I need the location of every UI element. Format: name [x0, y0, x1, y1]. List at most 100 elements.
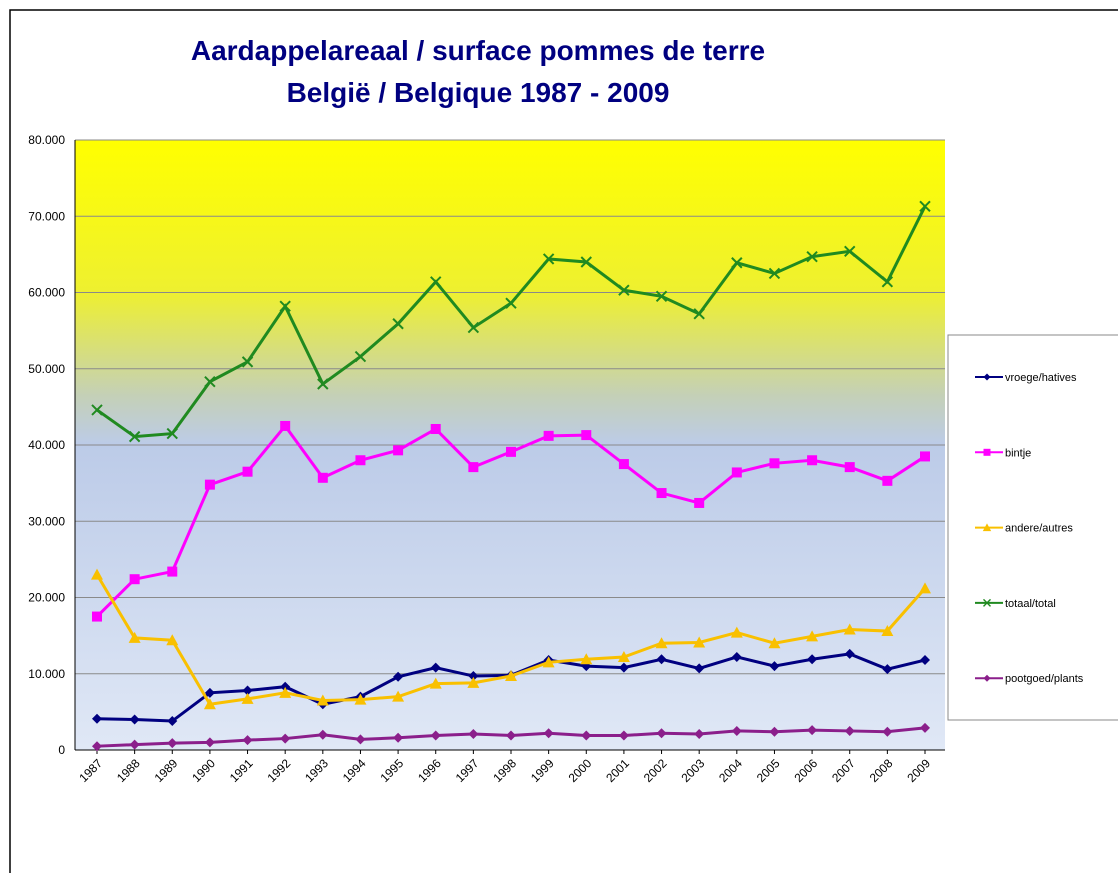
marker [468, 671, 479, 682]
marker [92, 741, 102, 752]
marker [919, 200, 931, 213]
legend-label: totaal/total [1005, 598, 1056, 610]
y-tick-label: 80.000 [28, 133, 65, 147]
marker [844, 725, 855, 736]
marker [618, 730, 629, 741]
marker [581, 430, 592, 441]
series-layer [91, 200, 931, 752]
legend-label: pootgoed/plants [1005, 673, 1084, 685]
marker [881, 625, 894, 637]
marker [204, 737, 215, 748]
legend-marker [983, 448, 991, 456]
series [92, 722, 930, 752]
marker [241, 356, 254, 368]
marker [355, 734, 366, 745]
marker [807, 455, 818, 466]
marker [204, 479, 215, 490]
marker [694, 497, 705, 508]
marker [806, 630, 819, 642]
y-tick-label: 10.000 [28, 667, 65, 681]
marker [618, 459, 629, 470]
marker [429, 677, 442, 689]
marker [882, 726, 893, 737]
marker [542, 656, 555, 668]
marker [844, 245, 856, 258]
y-tick-label: 50.000 [28, 362, 65, 376]
marker [506, 446, 516, 457]
marker [129, 574, 140, 585]
marker [92, 611, 102, 622]
marker [204, 687, 215, 698]
marker [807, 654, 818, 665]
marker [730, 626, 743, 638]
legend-marker [983, 598, 991, 607]
marker [656, 488, 667, 499]
marker [430, 276, 442, 288]
marker [392, 690, 405, 702]
marker [242, 466, 253, 477]
marker [882, 664, 893, 675]
marker [430, 730, 441, 741]
legend-label: andere/autres [1005, 523, 1073, 535]
marker [731, 651, 742, 662]
marker [280, 681, 291, 692]
marker [354, 350, 367, 363]
marker [393, 671, 404, 682]
marker [355, 455, 366, 466]
marker [542, 253, 555, 265]
marker [468, 462, 479, 473]
marker [393, 732, 404, 743]
marker [204, 376, 216, 388]
legend-label: vroege/hatives [1005, 372, 1077, 384]
marker [768, 267, 781, 280]
marker [844, 648, 855, 659]
marker [279, 686, 292, 698]
legend-marker [982, 523, 992, 532]
marker [731, 257, 743, 269]
marker [129, 739, 140, 750]
marker [656, 654, 667, 665]
marker [543, 430, 554, 441]
y-tick-label: 60.000 [28, 286, 65, 300]
marker [317, 472, 328, 483]
marker [505, 297, 517, 309]
legend-marker [983, 674, 991, 682]
marker [128, 631, 141, 643]
y-tick-label: 0 [58, 743, 65, 757]
marker [241, 692, 254, 704]
series [92, 420, 930, 622]
marker [91, 568, 103, 580]
series [91, 568, 931, 710]
y-tick-label: 30.000 [28, 514, 65, 528]
marker [844, 462, 855, 473]
marker [881, 276, 894, 288]
marker [129, 714, 140, 725]
marker [920, 655, 930, 666]
legend-items: vroege/hatives bintje andere/autres totaal/… [975, 372, 1084, 685]
marker [506, 730, 516, 741]
marker [693, 308, 705, 320]
marker [167, 738, 178, 749]
marker [467, 321, 480, 334]
marker [731, 467, 742, 478]
marker [91, 404, 103, 416]
marker [392, 318, 404, 330]
marker [807, 725, 818, 736]
marker [731, 725, 742, 736]
marker [581, 730, 592, 741]
marker [618, 284, 630, 296]
marker [279, 300, 291, 312]
marker [655, 637, 668, 649]
marker [468, 728, 479, 739]
marker [167, 716, 178, 727]
marker [694, 663, 705, 674]
marker [505, 670, 517, 682]
marker [580, 653, 593, 665]
marker [806, 250, 818, 263]
marker [656, 728, 667, 739]
marker [316, 694, 329, 706]
marker [919, 582, 931, 594]
marker [242, 735, 253, 746]
